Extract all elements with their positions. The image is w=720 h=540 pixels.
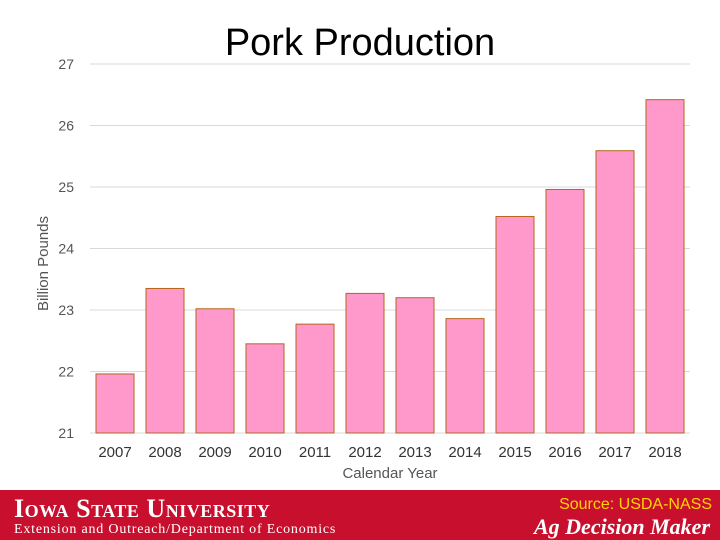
x-axis-title: Calendar Year: [342, 465, 437, 482]
bar: [495, 216, 535, 434]
y-axis-title: Billion Pounds: [35, 216, 52, 311]
x-tick-label: 2010: [248, 444, 281, 461]
bar: [295, 323, 335, 434]
y-tick-label: 24: [58, 241, 74, 257]
source-label: Source: USDA-NASS: [559, 496, 712, 513]
y-tick-label: 21: [58, 425, 74, 441]
x-tick-label: 2012: [348, 444, 381, 461]
y-tick-label: 27: [58, 56, 74, 72]
isu-logo: Iowa State University: [14, 494, 271, 523]
bar: [395, 297, 435, 434]
ag-decision-maker-logo: Ag Decision Maker: [534, 514, 710, 539]
bar: [545, 188, 585, 434]
bar: [195, 308, 235, 434]
bar: [645, 99, 685, 434]
bar: [345, 292, 385, 434]
bar: [145, 287, 185, 434]
bar: [445, 318, 485, 434]
x-tick-label: 2017: [598, 444, 631, 461]
x-tick-label: 2018: [648, 444, 681, 461]
x-tick-label: 2013: [398, 444, 431, 461]
y-tick-label: 23: [58, 302, 74, 318]
x-tick-label: 2009: [198, 444, 231, 461]
x-tick-label: 2008: [148, 444, 181, 461]
x-tick-label: 2007: [98, 444, 131, 461]
y-tick-label: 25: [58, 179, 74, 195]
x-tick-label: 2015: [498, 444, 531, 461]
footer-bar: Iowa State University Extension and Outr…: [0, 490, 720, 540]
bar-chart: 21 22 23 24 25 26 27 2007 2008 2009 2010 2011 2012 20…: [35, 56, 690, 482]
x-tick-label: 2014: [448, 444, 481, 461]
chart-title: Pork Production: [224, 22, 496, 64]
x-tick-label: 2016: [548, 444, 581, 461]
department-label: Extension and Outreach/Department of Eco…: [14, 522, 337, 537]
bar: [245, 343, 285, 434]
bar: [95, 373, 135, 434]
y-tick-label: 26: [58, 118, 74, 134]
y-tick-label: 22: [58, 364, 74, 380]
x-tick-label: 2011: [299, 444, 331, 461]
bar: [595, 150, 635, 434]
